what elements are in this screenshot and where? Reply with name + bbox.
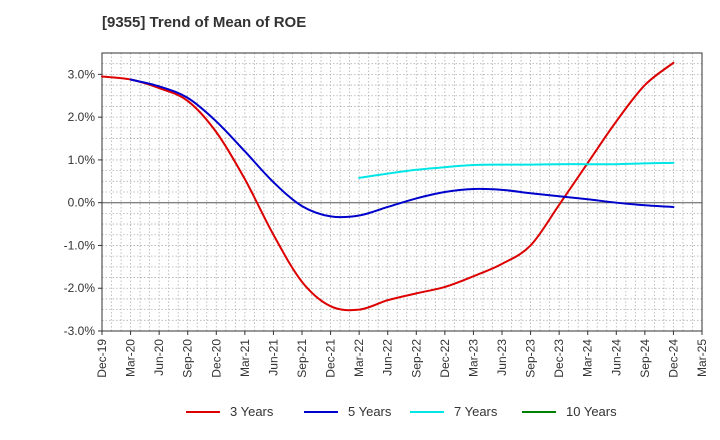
legend-label: 5 Years xyxy=(348,404,392,419)
legend-label: 3 Years xyxy=(230,404,274,419)
x-tick-label: Mar-25 xyxy=(695,339,709,377)
y-tick-label: 1.0% xyxy=(68,153,96,167)
legend-item: 5 Years xyxy=(304,404,391,419)
x-tick-label: Sep-21 xyxy=(295,339,309,378)
y-tick-label: 3.0% xyxy=(68,67,96,81)
series-line-3-years xyxy=(101,61,675,312)
legend-swatch xyxy=(186,410,220,413)
x-tick-label: Dec-21 xyxy=(324,339,338,378)
x-tick-label: Dec-23 xyxy=(552,339,566,378)
grid-lines xyxy=(102,53,702,331)
y-tick-label: -3.0% xyxy=(64,324,96,338)
x-tick-label: Sep-22 xyxy=(409,339,423,378)
x-tick-label: Dec-19 xyxy=(95,339,109,378)
x-tick-label: Mar-21 xyxy=(238,339,252,377)
y-axis-ticks: -3.0% -2.0% -1.0% 0.0% 1.0% 2.0% 3.0% xyxy=(64,67,102,338)
y-tick-label: 0.0% xyxy=(68,196,96,210)
x-tick-label: Mar-23 xyxy=(466,339,480,377)
x-tick-label: Jun-23 xyxy=(495,339,509,376)
legend-swatch xyxy=(522,410,556,413)
x-tick-label: Dec-24 xyxy=(666,339,680,378)
x-axis-ticks: Dec-19 Mar-20 Jun-20 Sep-20 Dec-20 Mar-21 Jun-… xyxy=(95,331,709,378)
legend-item: 3 Years xyxy=(186,404,273,419)
x-tick-label: Jun-24 xyxy=(609,339,623,376)
series-layer xyxy=(101,61,675,312)
series-line-5-years xyxy=(129,78,675,219)
legend-label: 7 Years xyxy=(454,404,498,419)
legend-item: 10 Years xyxy=(522,404,617,419)
x-tick-label: Sep-24 xyxy=(638,339,652,378)
x-tick-label: Mar-20 xyxy=(124,339,138,377)
legend: 3 Years 5 Years 7 Years 10 Years xyxy=(0,404,720,426)
y-tick-label: -2.0% xyxy=(64,281,96,295)
x-tick-label: Sep-20 xyxy=(181,339,195,378)
x-tick-label: Sep-23 xyxy=(524,339,538,378)
chart-title: [9355] Trend of Mean of ROE xyxy=(102,14,307,31)
y-tick-label: -1.0% xyxy=(64,238,96,252)
x-tick-label: Mar-24 xyxy=(581,339,595,377)
x-tick-label: Dec-22 xyxy=(438,339,452,378)
x-tick-label: Jun-20 xyxy=(152,339,166,376)
line-chart: -3.0% -2.0% -1.0% 0.0% 1.0% 2.0% 3.0% Dec-19 Ma… xyxy=(64,52,709,378)
legend-item: 7 Years xyxy=(410,404,497,419)
x-tick-label: Jun-22 xyxy=(381,339,395,376)
x-tick-label: Dec-20 xyxy=(209,339,223,378)
x-tick-label: Mar-22 xyxy=(352,339,366,377)
plot-frame xyxy=(101,52,703,332)
series-line-7-years xyxy=(358,161,675,179)
y-tick-label: 2.0% xyxy=(68,110,96,124)
legend-swatch xyxy=(410,410,444,413)
legend-swatch xyxy=(304,410,338,413)
legend-label: 10 Years xyxy=(566,404,617,419)
x-tick-label: Jun-21 xyxy=(266,339,280,376)
